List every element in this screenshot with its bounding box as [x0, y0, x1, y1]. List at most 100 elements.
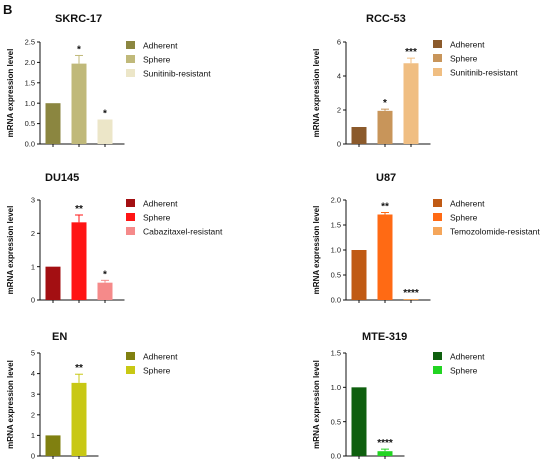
significance-marker: **: [75, 204, 83, 215]
y-tick-label: 1.0: [331, 246, 341, 255]
bar-sphere: [71, 382, 87, 456]
bar-adherent: [351, 127, 367, 144]
legend-entry: Temozolomide-resistant: [450, 227, 540, 237]
bar-adherent: [351, 250, 367, 300]
y-tick-label: 2: [31, 229, 35, 238]
legend-swatch: [433, 227, 442, 235]
y-tick-label: 0.0: [331, 452, 341, 461]
legend-entry: Adherent: [450, 352, 485, 362]
bar-adherent: [45, 266, 61, 300]
legend-swatch: [433, 352, 442, 360]
significance-marker: ***: [405, 47, 417, 58]
chart-panel-6: MTE-319 mRNA expression level 0.0 0.5 1.0 1.5…: [312, 331, 485, 461]
legend-swatch: [126, 41, 135, 49]
legend-swatch: [433, 40, 442, 48]
y-tick-label: 0: [31, 296, 35, 305]
bar-temozolomide-resistant: [403, 299, 419, 300]
panel-title: MTE-319: [362, 331, 407, 343]
significance-marker: *: [103, 109, 107, 120]
bar-sphere: [377, 451, 393, 456]
significance-marker: *: [103, 269, 107, 280]
legend-entry: Sphere: [143, 366, 171, 376]
y-tick-label: 2.5: [25, 38, 35, 47]
bar-adherent: [351, 387, 367, 456]
y-axis-label: mRNA expression level: [6, 206, 15, 295]
legend-entry: Adherent: [143, 41, 178, 51]
legend-swatch: [126, 55, 135, 63]
y-tick-label: 0.5: [25, 119, 35, 128]
legend-entry: Cabazitaxel-resistant: [143, 227, 223, 237]
legend-entry: Sphere: [143, 213, 171, 223]
significance-marker: **: [75, 363, 83, 374]
y-axis-label: mRNA expression level: [312, 360, 321, 449]
y-tick-label: 2: [31, 410, 35, 419]
panel-title: RCC-53: [366, 13, 406, 25]
legend-swatch: [433, 366, 442, 374]
y-tick-label: 2.0: [331, 196, 341, 205]
legend-entry: Adherent: [450, 40, 485, 50]
legend-entry: Sphere: [450, 366, 478, 376]
legend-swatch: [433, 68, 442, 76]
chart-panels: SKRC-17 mRNA expression level 0.0 0.5 1.0 1.5…: [6, 13, 540, 461]
legend-swatch: [126, 213, 135, 221]
y-tick-label: 6: [337, 38, 341, 47]
y-axis-label: mRNA expression level: [312, 206, 321, 295]
y-tick-label: 3: [31, 196, 35, 205]
significance-marker: **: [381, 202, 389, 213]
y-tick-label: 0.5: [331, 417, 341, 426]
bar-adherent: [45, 435, 61, 456]
bar-cabazitaxel-resistant: [97, 282, 113, 300]
legend-swatch: [126, 366, 135, 374]
legend-entry: Adherent: [143, 199, 178, 209]
bar-sphere: [377, 214, 393, 300]
legend-entry: Adherent: [450, 199, 485, 209]
legend-swatch: [126, 69, 135, 77]
legend-entry: Sphere: [143, 55, 171, 65]
legend-entry: Adherent: [143, 352, 178, 362]
figure-label: B: [3, 2, 12, 17]
legend-swatch: [126, 352, 135, 360]
bar-sphere: [377, 110, 393, 144]
y-tick-label: 1.0: [331, 383, 341, 392]
y-axis-label: mRNA expression level: [312, 49, 321, 138]
y-tick-label: 4: [337, 72, 341, 81]
legend-entry: Sunitinib-resistant: [143, 69, 211, 79]
bar-sunitinib-resistant: [403, 63, 419, 144]
y-tick-label: 0.5: [331, 271, 341, 280]
y-tick-label: 1.5: [25, 78, 35, 87]
y-axis-label: mRNA expression level: [6, 360, 15, 449]
bar-sunitinib-resistant: [97, 119, 113, 144]
y-tick-label: 0.0: [331, 296, 341, 305]
significance-marker: *: [383, 98, 387, 109]
legend-entry: Sphere: [450, 213, 478, 223]
panel-title: SKRC-17: [55, 13, 102, 25]
significance-marker: ****: [403, 288, 419, 299]
panel-title: EN: [52, 331, 67, 343]
panel-title: U87: [376, 172, 396, 184]
legend-swatch: [433, 213, 442, 221]
legend-swatch: [126, 199, 135, 207]
chart-panel-5: EN mRNA expression level 0 1 2 3 4 5 ** Adherent S…: [6, 331, 178, 461]
y-tick-label: 1.0: [25, 99, 35, 108]
y-tick-label: 2: [337, 106, 341, 115]
y-tick-label: 1: [31, 262, 35, 271]
legend-swatch: [126, 227, 135, 235]
y-tick-label: 3: [31, 390, 35, 399]
y-tick-label: 1.5: [331, 221, 341, 230]
bar-adherent: [45, 103, 61, 144]
y-tick-label: 1: [31, 431, 35, 440]
y-tick-label: 0: [31, 452, 35, 461]
significance-marker: ****: [377, 438, 393, 449]
significance-marker: *: [77, 44, 81, 55]
y-tick-label: 0.0: [25, 140, 35, 149]
y-tick-label: 5: [31, 349, 35, 358]
y-tick-label: 2.0: [25, 58, 35, 67]
chart-panel-4: U87 mRNA expression level 0.0 0.5 1.0 1.5 2.0 *…: [312, 172, 540, 305]
legend-entry: Sunitinib-resistant: [450, 68, 518, 78]
y-tick-label: 0: [337, 140, 341, 149]
panel-title: DU145: [45, 172, 79, 184]
chart-panel-1: SKRC-17 mRNA expression level 0.0 0.5 1.0 1.5…: [6, 13, 211, 149]
